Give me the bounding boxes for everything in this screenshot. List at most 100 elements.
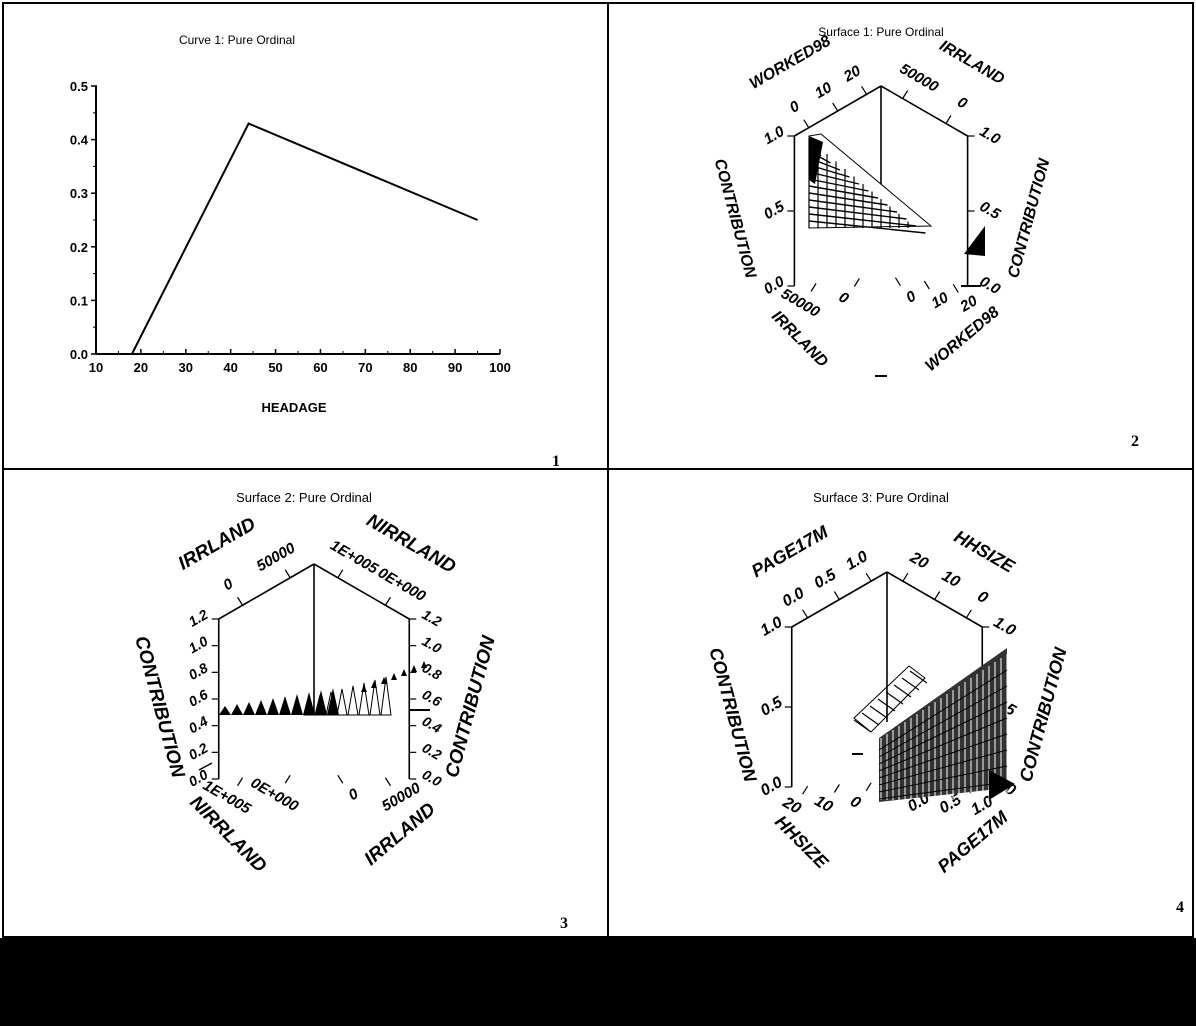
axis-label-right-vertical: CONTRIBUTION bbox=[442, 633, 500, 780]
tick-label: 0.5 bbox=[811, 566, 840, 592]
surface-marker bbox=[267, 698, 279, 715]
tick-label: 0.8 bbox=[186, 659, 211, 683]
panel-number: 1 bbox=[552, 453, 560, 468]
panel-surface-1: Surface 1: Pure Ordinal 1.00.50.01.00.50… bbox=[711, 25, 1139, 450]
chart-title: Surface 2: Pure Ordinal bbox=[236, 490, 372, 505]
tick-label: 1E+005 bbox=[327, 537, 381, 578]
x-axis-label: HEADAGE bbox=[261, 400, 326, 415]
axis-label-left-vertical: CONTRIBUTION bbox=[711, 157, 759, 280]
mesh-line bbox=[877, 698, 896, 712]
tick-mark bbox=[337, 774, 344, 784]
surface-plot: 1.21.00.80.60.40.20.01.21.00.80.60.40.20… bbox=[130, 510, 500, 877]
surface-marker bbox=[255, 700, 267, 715]
mesh-line bbox=[878, 685, 1008, 758]
tick-label: 50000 bbox=[254, 539, 299, 575]
tick-mark bbox=[810, 283, 817, 292]
chart-title: Surface 3: Pure Ordinal bbox=[813, 490, 949, 505]
tick-mark bbox=[832, 102, 839, 112]
axis-label-right-back: HHSIZE bbox=[951, 526, 1019, 577]
tick-label: 1.2 bbox=[186, 606, 211, 630]
tick-mark bbox=[833, 591, 840, 600]
tick-label: 0.5 bbox=[758, 693, 787, 719]
mesh-line bbox=[861, 712, 880, 726]
tick-mark bbox=[802, 785, 809, 795]
tick-label: 0E+000 bbox=[375, 564, 429, 605]
surface-dark-region bbox=[809, 136, 823, 184]
surface-marker bbox=[358, 682, 370, 716]
tick-mark bbox=[802, 609, 809, 619]
x-tick-label: 80 bbox=[403, 360, 417, 375]
surface-marker bbox=[198, 762, 213, 771]
axis-label-right-front: IRRLAND bbox=[361, 799, 440, 870]
series-line bbox=[131, 122, 478, 355]
y-tick-label: 0.0 bbox=[70, 347, 88, 362]
chart-title: Curve 1: Pure Ordinal bbox=[179, 33, 295, 47]
mesh-line bbox=[808, 213, 917, 227]
tick-mark bbox=[902, 572, 909, 582]
x-tick-label: 20 bbox=[134, 360, 148, 375]
tick-mark bbox=[337, 569, 344, 579]
y-tick-label: 0.1 bbox=[70, 293, 88, 308]
axis-label-left-front: HHSIZE bbox=[771, 811, 833, 873]
mesh-line bbox=[878, 733, 1008, 779]
tick-label: 10 bbox=[812, 792, 836, 816]
panel-curve-1: Curve 1: Pure Ordinal 10 20 30 40 50 60 70 80 90… bbox=[70, 33, 560, 468]
y-tick-label: 0.2 bbox=[70, 240, 88, 255]
tick-label: 1.0 bbox=[991, 614, 1019, 640]
mesh-line bbox=[878, 669, 1008, 751]
tick-label: 10 bbox=[929, 289, 953, 312]
tick-label: 0.5 bbox=[761, 198, 788, 223]
surface-marker bbox=[369, 679, 381, 716]
tick-mark bbox=[237, 777, 244, 787]
axis-label-left-back: IRRLAND bbox=[175, 513, 260, 574]
chart-title: Surface 1: Pure Ordinal bbox=[818, 25, 943, 39]
axis-label-left-front: IRRLAND bbox=[768, 308, 831, 371]
tick-label: 0.0 bbox=[780, 585, 808, 611]
mesh-line bbox=[878, 765, 1008, 793]
x-tick-label: 100 bbox=[489, 360, 511, 375]
tick-label: 20 bbox=[957, 292, 981, 316]
mesh-line bbox=[869, 705, 888, 719]
tick-label: 10 bbox=[939, 567, 963, 591]
tick-label: 1.0 bbox=[758, 614, 786, 640]
panel-number: 4 bbox=[1176, 899, 1184, 916]
tick-mark bbox=[384, 777, 391, 787]
tick-mark bbox=[865, 572, 872, 582]
x-tick-label: 50 bbox=[268, 360, 282, 375]
tick-label: 1.0 bbox=[761, 123, 788, 148]
tick-mark bbox=[894, 277, 901, 286]
surface-marker bbox=[964, 226, 985, 256]
surface-marker bbox=[361, 685, 367, 692]
mesh-line bbox=[808, 192, 888, 206]
mesh-line bbox=[878, 781, 1008, 800]
mesh-line bbox=[808, 185, 879, 199]
back-axis-left bbox=[793, 85, 882, 137]
tick-mark bbox=[284, 774, 291, 784]
tick-mark bbox=[853, 278, 860, 287]
panel-surface-3: Surface 3: Pure Ordinal 1.00.50.01.00.50… bbox=[705, 490, 1184, 916]
surface-marker bbox=[401, 669, 407, 676]
y-tick-label: 0.4 bbox=[70, 133, 89, 148]
axis-label-right-vertical: CONTRIBUTION bbox=[1016, 644, 1071, 783]
tick-label: 20 bbox=[906, 549, 931, 573]
surface-marker bbox=[243, 702, 255, 715]
tick-mark bbox=[861, 86, 868, 95]
tick-label: 0 bbox=[903, 287, 919, 306]
x-tick-label: 70 bbox=[358, 360, 372, 375]
axis-label-left-vertical: CONTRIBUTION bbox=[705, 645, 760, 784]
tick-label: 0 bbox=[787, 97, 803, 116]
figure-frame bbox=[2, 2, 1194, 938]
surface-mesh bbox=[808, 133, 985, 377]
tick-label: 0 bbox=[974, 588, 990, 607]
footer-bar bbox=[0, 938, 1196, 1026]
tick-mark bbox=[902, 90, 909, 99]
tick-label: 20 bbox=[840, 62, 864, 86]
tick-label: 1.0 bbox=[977, 123, 1004, 148]
surface-mesh bbox=[852, 648, 1015, 802]
mesh-line bbox=[808, 171, 860, 185]
mesh-line bbox=[808, 220, 926, 234]
surface-plot: 1.00.50.01.00.50.00.00.51.0PAGE17M20100H… bbox=[705, 521, 1070, 877]
tick-label: 0 bbox=[954, 94, 970, 113]
panel-number: 3 bbox=[560, 915, 568, 932]
